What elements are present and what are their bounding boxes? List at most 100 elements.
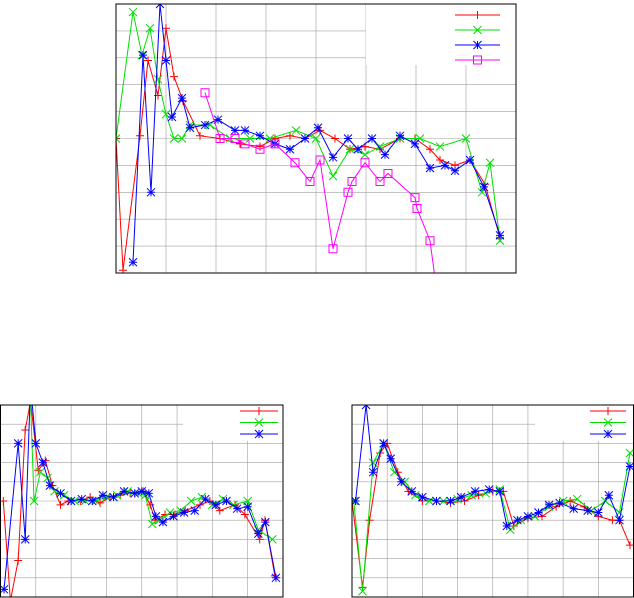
data-point (230, 134, 240, 143)
data-point (29, 496, 39, 506)
data-point (450, 166, 460, 176)
legend-marker (603, 429, 613, 439)
data-point (222, 496, 231, 506)
data-point (375, 177, 385, 187)
data-point (14, 556, 23, 565)
data-point (328, 171, 338, 181)
data-point (286, 131, 294, 140)
plot-area (352, 405, 634, 596)
data-point (593, 508, 603, 517)
plot-frame (0, 404, 284, 598)
data-point (566, 497, 575, 505)
data-point (365, 516, 374, 525)
chart (115, 3, 517, 274)
data-point (572, 494, 582, 504)
data-point (240, 126, 250, 135)
data-point (128, 7, 138, 17)
data-point (240, 510, 249, 519)
data-point (410, 193, 420, 203)
data-point (331, 134, 339, 143)
data-point (50, 487, 59, 496)
data-point (383, 168, 393, 178)
data-point (367, 134, 377, 143)
legend-marker (473, 25, 482, 35)
data-point (144, 488, 154, 498)
plot-area (116, 4, 505, 273)
series-line (116, 28, 501, 271)
series-line (116, 11, 501, 241)
data-point (386, 454, 396, 464)
data-point (255, 131, 265, 141)
data-point (213, 115, 223, 125)
plot-area (0, 405, 281, 597)
data-point (38, 458, 48, 467)
data-point (56, 488, 65, 498)
data-point (137, 487, 147, 496)
data-point (186, 496, 196, 506)
data-point (0, 497, 8, 505)
data-point (136, 131, 144, 140)
data-point (412, 203, 422, 213)
data-point (167, 112, 177, 122)
data-point (170, 72, 178, 81)
data-point (328, 152, 338, 162)
data-point (260, 517, 270, 527)
data-point (245, 134, 255, 143)
data-point (485, 158, 495, 168)
data-point (353, 144, 363, 154)
data-point (343, 187, 353, 197)
data-point (380, 150, 390, 159)
data-point (130, 488, 140, 498)
data-point (328, 244, 338, 254)
data-point (56, 500, 65, 509)
data-point (432, 496, 441, 506)
legend-marker (255, 407, 263, 415)
data-point (211, 500, 221, 510)
data-point (162, 24, 170, 33)
data-point (396, 477, 406, 487)
data-point (255, 535, 264, 544)
data-point (147, 519, 157, 529)
data-point (20, 535, 30, 544)
chart (351, 404, 634, 598)
data-point (502, 521, 512, 531)
data-point (200, 120, 210, 130)
legend-marker (603, 418, 613, 427)
data-point (179, 508, 189, 517)
data-point (232, 504, 242, 514)
data-point (513, 515, 522, 525)
data-point (544, 500, 554, 510)
data-point (146, 187, 156, 197)
data-point (200, 88, 210, 98)
data-point (285, 144, 295, 154)
data-point (98, 490, 108, 500)
data-point (465, 155, 475, 165)
data-point (215, 506, 224, 515)
data-point (291, 126, 301, 135)
legend-marker (604, 407, 612, 415)
data-point (470, 487, 480, 496)
data-point (144, 56, 152, 65)
legend-marker (254, 429, 264, 439)
data-point (200, 494, 210, 504)
data-point (270, 139, 280, 149)
data-point (615, 515, 624, 525)
data-point (119, 487, 129, 496)
data-point (604, 490, 614, 500)
data-point (461, 134, 471, 143)
data-point (360, 150, 370, 159)
data-point (345, 144, 355, 154)
data-point (435, 142, 445, 151)
data-point (87, 496, 97, 506)
data-point (389, 467, 399, 477)
legend-marker (473, 55, 482, 65)
data-point (169, 512, 178, 521)
legend-marker (473, 11, 482, 19)
data-point (255, 144, 265, 154)
series-line (204, 92, 435, 273)
data-point (253, 529, 263, 538)
chart (0, 404, 284, 598)
data-point (36, 467, 45, 477)
data-point (305, 177, 315, 187)
data-point (190, 506, 200, 515)
